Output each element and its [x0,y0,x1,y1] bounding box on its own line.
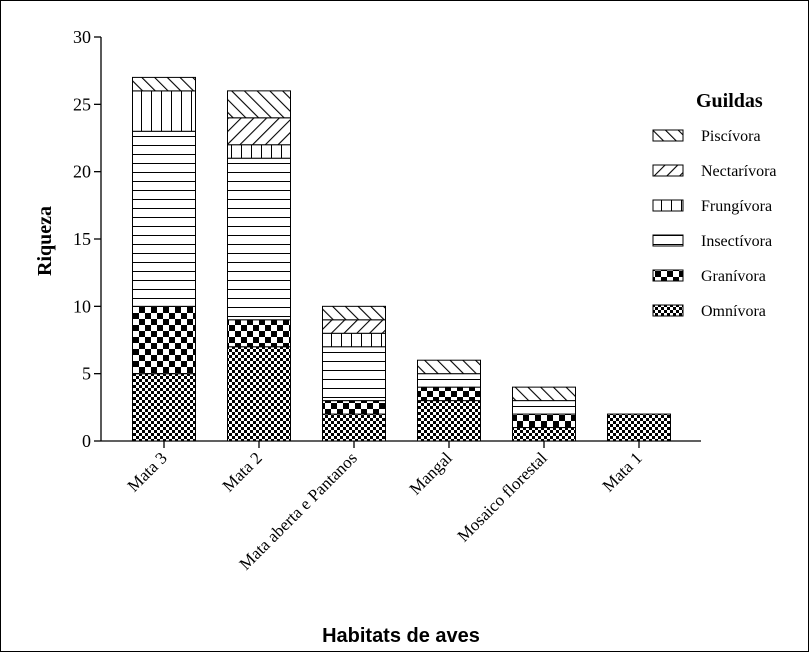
bar-segment [512,386,576,402]
legend: Guildas Piscívora Nectarívora Frungívora In… [652,90,777,320]
legend-title: Guildas [696,90,763,112]
legend-swatch [652,234,684,247]
x-tick-label: Mosaico florestal [454,448,551,545]
bar-segment [322,346,386,402]
bar-segment [227,346,291,442]
bar-segment [227,157,291,321]
bar-segment [227,319,291,348]
y-tick-label: 25 [73,94,91,114]
legend-item: Piscívora [652,128,761,145]
x-tick-label: Mangal [406,448,456,498]
bar-segment [322,400,386,415]
y-tick-label: 20 [73,162,91,182]
bar-segment [417,400,481,442]
bar-stack [417,359,481,442]
bar-segment [322,319,386,334]
legend-item: Omnívora [652,303,766,320]
legend-label: Insectívora [701,233,772,250]
bar-segment [512,413,576,429]
legend-swatch [652,269,684,282]
legend-swatch [652,129,684,142]
bar-segment [417,386,481,402]
bar-segment [227,144,291,159]
bar-segment [322,305,386,321]
bar-stack [512,386,576,442]
bar-segment [322,413,386,442]
legend-swatch [652,304,684,317]
bar-segment [132,373,196,442]
bar-segment [132,305,196,375]
legend-label: Nectarívora [701,163,777,180]
bar-segment [607,413,671,442]
legend-label: Granívora [701,268,766,285]
x-axis-title: Habitats de aves [322,625,480,647]
legend-item: Frungívora [652,198,772,215]
bar-segment [512,427,576,442]
y-axis: 0 5 10 15 20 25 30 [73,27,102,451]
x-tick-label: Mata 2 [219,448,266,495]
x-tick-label: Mata 1 [599,448,646,495]
bar-stack [607,413,671,442]
bar-segment [417,373,481,388]
y-axis-title: Riqueza [34,206,56,276]
bar-stack [132,76,196,442]
legend-label: Piscívora [701,128,761,145]
x-tick-label: Mata 3 [124,448,171,495]
bar-segment [132,76,196,92]
bars [132,76,671,442]
y-tick-label: 10 [73,296,91,316]
legend-item: Granívora [652,268,766,285]
x-axis [101,440,701,448]
y-tick-label: 30 [73,27,91,47]
y-tick-label: 15 [73,229,91,249]
legend-label: Frungívora [701,198,772,215]
bar-segment [227,90,291,119]
bar-segment [227,117,291,146]
bar-stack [227,90,291,442]
bar-segment [132,130,196,307]
legend-swatch [652,164,684,177]
legend-item: Insectívora [652,233,772,250]
bar-stack [322,305,386,442]
legend-swatch [652,199,684,212]
y-tick-label: 0 [82,431,91,451]
bar-segment [417,359,481,375]
legend-item: Nectarívora [652,163,777,180]
bar-segment [132,90,196,132]
bar-segment [322,332,386,348]
y-tick-label: 5 [82,364,91,384]
bar-segment [512,400,576,415]
legend-label: Omnívora [701,303,766,320]
